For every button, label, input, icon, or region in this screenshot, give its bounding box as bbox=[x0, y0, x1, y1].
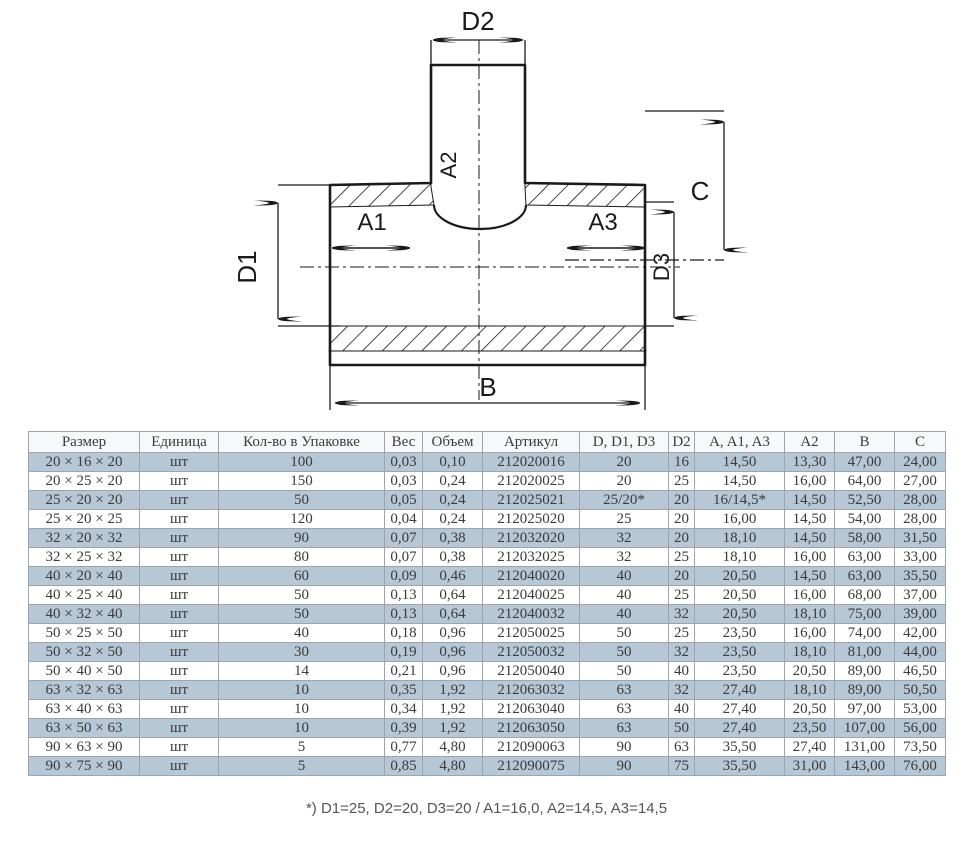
svg-text:C: C bbox=[691, 176, 710, 206]
svg-text:D1: D1 bbox=[232, 250, 262, 283]
svg-text:D3: D3 bbox=[649, 253, 674, 281]
svg-text:A3: A3 bbox=[588, 209, 617, 236]
svg-text:D2: D2 bbox=[461, 6, 494, 36]
svg-text:A2: A2 bbox=[436, 152, 461, 179]
svg-text:A1: A1 bbox=[357, 209, 386, 236]
svg-text:B: B bbox=[479, 372, 496, 402]
